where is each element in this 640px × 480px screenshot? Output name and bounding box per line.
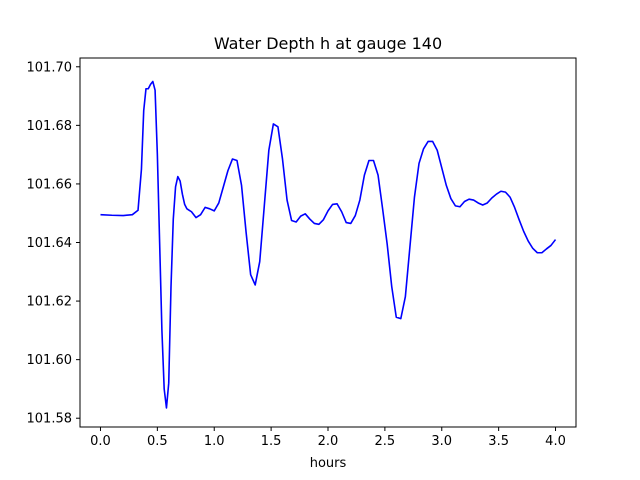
- x-tick-label: 2.5: [375, 434, 396, 449]
- x-tick-label: 3.0: [431, 434, 452, 449]
- y-axis: 101.58 101.60 101.62 101.64 101.66 101.68 101.…: [27, 60, 80, 427]
- x-tick-label: 3.5: [488, 434, 509, 449]
- y-tick-label: 101.70: [27, 60, 73, 75]
- chart-title: Water Depth h at gauge 140: [214, 34, 442, 53]
- plot-background: [80, 58, 576, 427]
- y-tick-label: 101.68: [27, 119, 73, 134]
- x-tick-label: 0.0: [90, 434, 111, 449]
- y-tick-label: 101.58: [27, 412, 73, 427]
- x-tick-label: 1.0: [204, 434, 225, 449]
- x-tick-label: 0.5: [147, 434, 168, 449]
- y-tick-label: 101.66: [27, 177, 73, 192]
- y-tick-label: 101.64: [27, 236, 73, 251]
- x-tick-label: 2.0: [318, 434, 339, 449]
- y-tick-label: 101.60: [27, 353, 73, 368]
- series-line: [100, 80, 557, 409]
- y-tick-label: 101.62: [27, 295, 73, 310]
- plot-area: [79, 57, 577, 428]
- x-axis-label: hours: [310, 456, 347, 471]
- x-axis: 0.0 0.5 1.0 1.5 2.0 2.5 3.0 3.5 4.0: [90, 427, 566, 449]
- x-tick-label: 1.5: [261, 434, 282, 449]
- x-tick-label: 4.0: [545, 434, 566, 449]
